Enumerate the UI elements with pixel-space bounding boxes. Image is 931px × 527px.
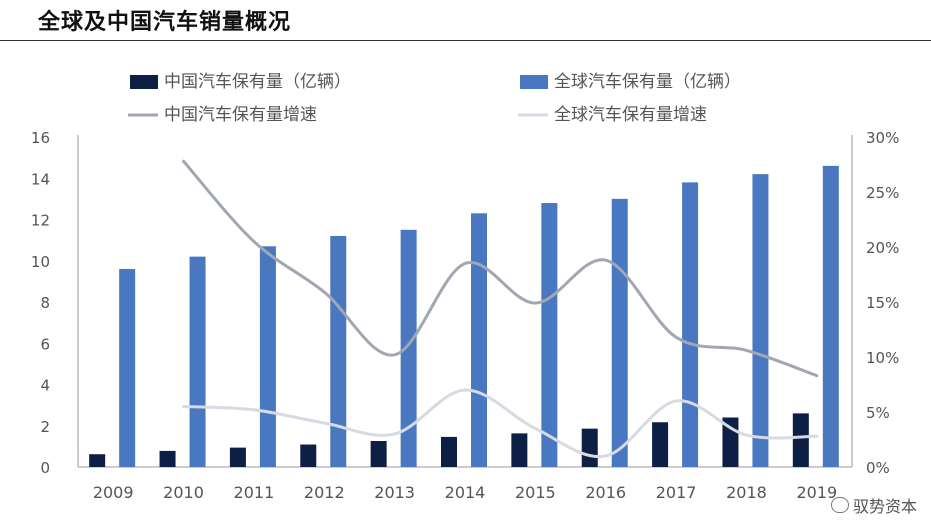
x-tick-label: 2010 <box>163 483 204 502</box>
legend-label: 中国汽车保有量增速 <box>164 105 317 125</box>
watermark: 驭势资本 <box>830 493 917 517</box>
bar <box>229 447 246 467</box>
legend-label: 全球汽车保有量（亿辆） <box>554 72 741 92</box>
x-tick-label: 2017 <box>656 483 697 502</box>
y-right-tick-label: 20% <box>866 239 899 257</box>
bar <box>541 203 558 467</box>
bar <box>652 422 669 467</box>
y-left-tick-label: 6 <box>40 335 50 353</box>
y-left-tick-label: 2 <box>40 418 50 436</box>
bar <box>259 246 276 467</box>
bar <box>792 413 809 467</box>
bar <box>300 444 317 467</box>
legend-label: 中国汽车保有量（亿辆） <box>164 72 351 92</box>
bar <box>370 441 387 467</box>
bar <box>682 182 699 467</box>
y-right-tick-label: 5% <box>866 404 890 422</box>
bar <box>330 236 347 467</box>
x-tick-label: 2018 <box>726 483 767 502</box>
x-tick-label: 2013 <box>374 483 415 502</box>
legend-swatch <box>520 75 548 89</box>
x-tick-label: 2014 <box>445 483 486 502</box>
bar <box>822 165 839 467</box>
x-tick-label: 2019 <box>796 483 837 502</box>
wechat-icon <box>830 497 849 513</box>
y-left-tick-label: 8 <box>40 294 50 312</box>
bar <box>511 433 528 467</box>
bar <box>89 454 106 467</box>
y-right-tick-label: 15% <box>866 294 899 312</box>
x-tick-label: 2011 <box>234 483 275 502</box>
y-left-tick-label: 14 <box>31 170 50 188</box>
y-left-tick-label: 12 <box>31 212 50 230</box>
bar <box>441 436 457 467</box>
x-tick-label: 2012 <box>304 483 345 502</box>
y-left-tick-label: 0 <box>40 459 50 477</box>
bar <box>159 450 176 467</box>
watermark-text: 驭势资本 <box>852 497 917 516</box>
y-right-tick-label: 0% <box>866 459 890 477</box>
y-left-tick-label: 10 <box>31 253 50 271</box>
y-right-tick-label: 30% <box>866 129 899 147</box>
bar <box>581 428 598 467</box>
bar <box>400 229 417 467</box>
x-tick-label: 2009 <box>93 483 134 502</box>
y-right-tick-label: 25% <box>866 184 899 202</box>
title-divider <box>0 40 931 41</box>
bar <box>611 198 628 467</box>
y-left-tick-label: 16 <box>31 129 50 147</box>
bar <box>119 269 136 467</box>
x-tick-label: 2016 <box>585 483 626 502</box>
page-title: 全球及中国汽车销量概况 <box>38 9 292 35</box>
legend-swatch <box>130 75 158 89</box>
bar <box>189 256 206 467</box>
bar <box>471 213 487 467</box>
bar <box>752 174 769 467</box>
series-line <box>182 388 819 459</box>
series-line <box>182 159 819 378</box>
y-left-tick-label: 4 <box>40 377 50 395</box>
legend-label: 全球汽车保有量增速 <box>554 105 707 125</box>
x-tick-label: 2015 <box>515 483 556 502</box>
y-right-tick-label: 10% <box>866 349 899 367</box>
